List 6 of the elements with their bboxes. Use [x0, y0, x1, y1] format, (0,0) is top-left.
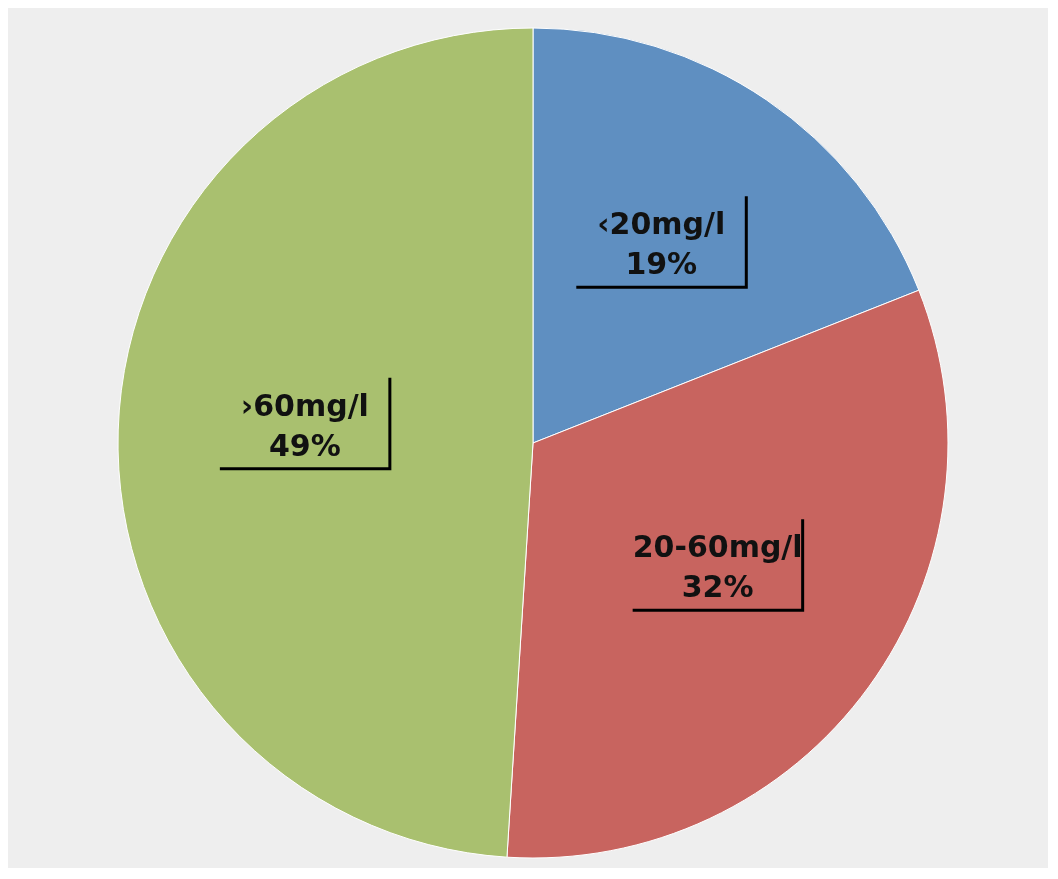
slice-label: 20-60mg/l — [632, 529, 803, 565]
slice-label: ‹20mg/l — [597, 206, 726, 242]
data-label: 19% — [625, 246, 698, 282]
data-label: 32% — [681, 569, 754, 605]
slice-label: ›60mg/l — [240, 387, 369, 423]
data-label: 49% — [268, 427, 341, 463]
